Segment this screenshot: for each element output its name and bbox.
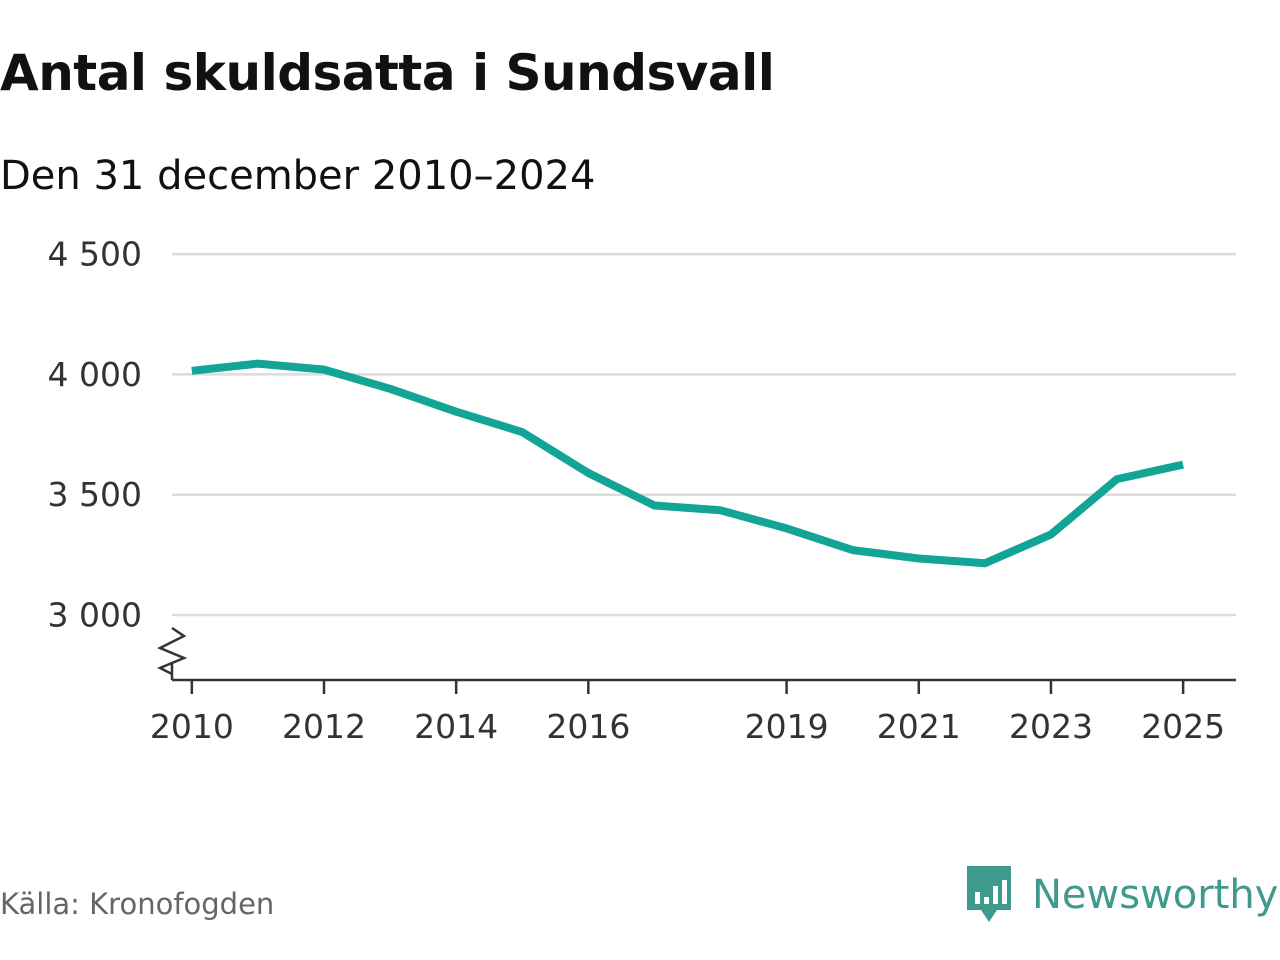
series-line — [191, 359, 1184, 568]
y-tick-label: 4 000 — [48, 355, 142, 394]
source-note: Källa: Kronofogden — [0, 887, 275, 921]
x-tick-label: 2023 — [1009, 707, 1093, 746]
x-tick-label: 2016 — [546, 707, 630, 746]
x-tick-label: 2019 — [745, 707, 829, 746]
newsworthy-logo-icon — [967, 866, 1011, 922]
chart-subtitle: Den 31 december 2010–2024 — [0, 153, 596, 199]
y-tick-label: 3 500 — [48, 475, 142, 514]
x-tick-label: 2014 — [414, 707, 498, 746]
x-tick-label: 2012 — [282, 707, 366, 746]
x-tick-label: 2010 — [150, 707, 234, 746]
x-tick-label: 2021 — [877, 707, 961, 746]
y-axis-break-icon — [156, 626, 188, 676]
brand-logo: Newsworthy — [964, 864, 1278, 926]
line-chart: 3 000 3 500 4 000 4 500 2010 2012 2014 2016 2019… — [48, 235, 1236, 746]
y-tick-label: 4 500 — [48, 235, 142, 274]
x-tick-label: 2025 — [1141, 707, 1225, 746]
brand-name: Newsworthy — [1032, 872, 1279, 918]
y-tick-label: 3 000 — [48, 596, 142, 635]
chart-title: Antal skuldsatta i Sundsvall — [0, 44, 775, 102]
